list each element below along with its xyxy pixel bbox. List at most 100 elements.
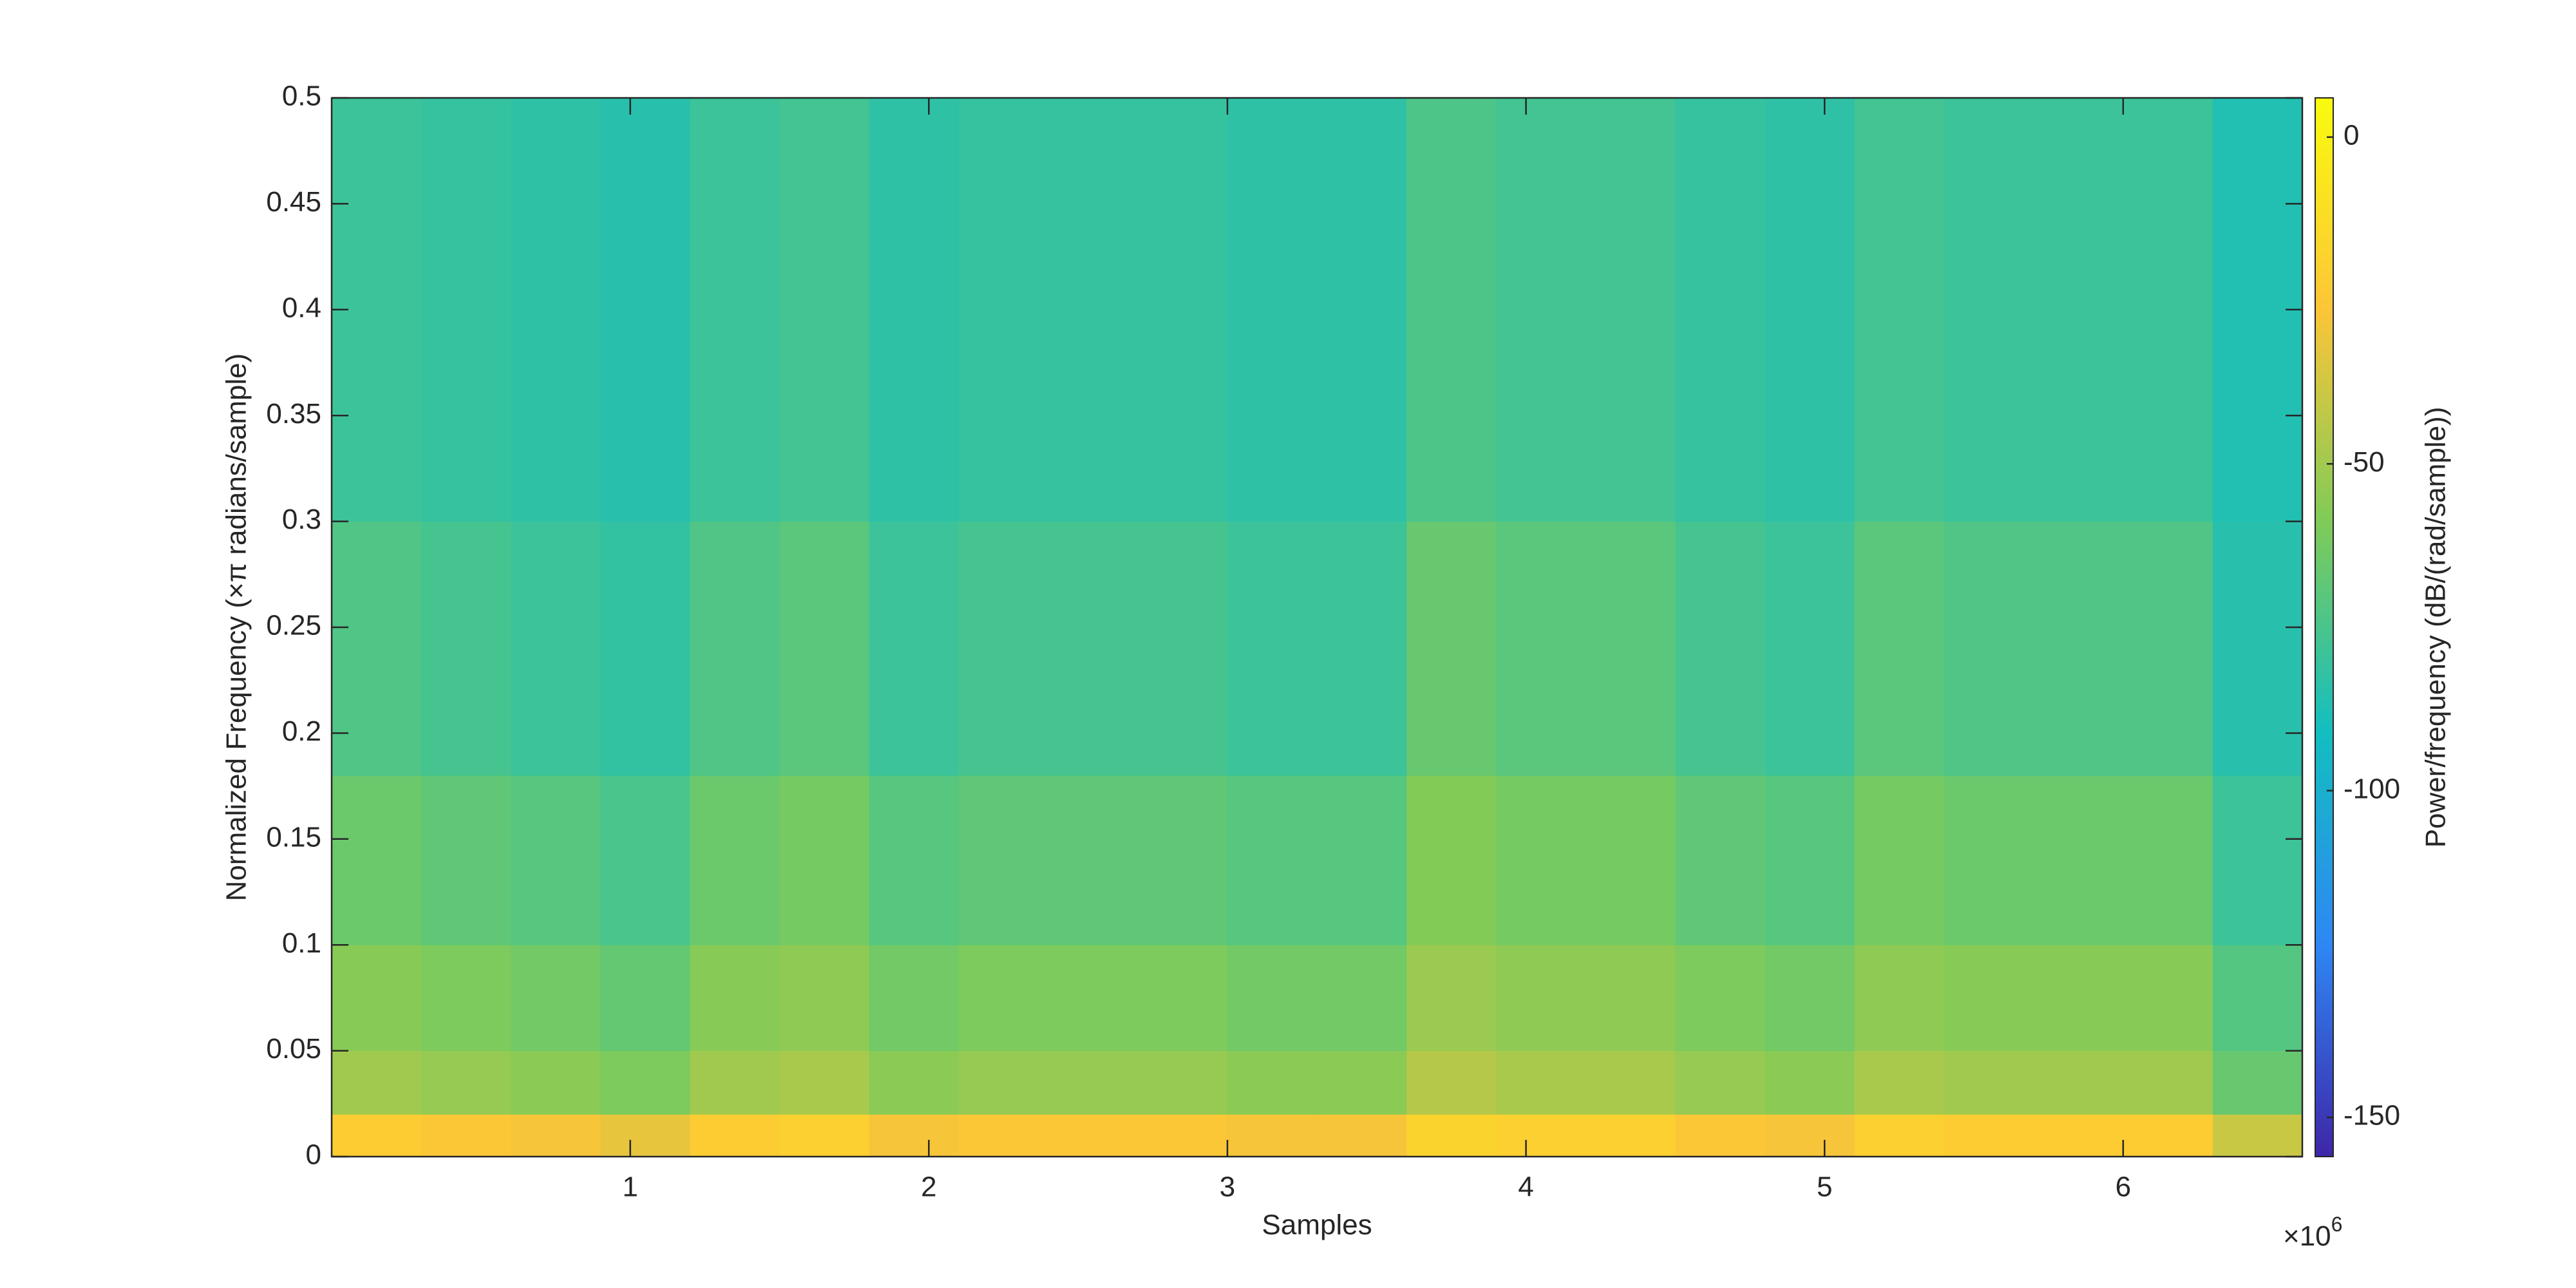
- spectrogram-cell: [1227, 945, 1318, 1052]
- spectrogram-cell: [1317, 775, 1407, 945]
- y-axis-label: Normalized Frequency (×π radians/sample): [221, 354, 252, 902]
- spectrogram-cell: [869, 775, 960, 945]
- spectrogram-cell: [1496, 945, 1586, 1052]
- spectrogram-cell: [1944, 1050, 2034, 1115]
- spectrogram-cell: [690, 1114, 780, 1157]
- spectrogram-cell: [421, 775, 511, 945]
- spectrogram-cell: [1944, 98, 2034, 522]
- spectrogram-cell: [1048, 521, 1139, 776]
- y-tick-label: 0.5: [282, 80, 321, 112]
- y-tick-label: 0: [306, 1139, 321, 1171]
- spectrogram-cell: [1854, 521, 1945, 776]
- spectrogram-cell: [1944, 945, 2034, 1052]
- colorbar-tick-label: -100: [2344, 773, 2400, 804]
- spectrogram-cell: [1137, 945, 1228, 1052]
- spectrogram-cell: [2212, 775, 2303, 945]
- spectrogram-cell: [1854, 945, 1945, 1052]
- spectrogram-cell: [1586, 1050, 1676, 1115]
- spectrogram-cell: [869, 98, 960, 522]
- spectrogram-cell: [1944, 1114, 2034, 1157]
- spectrogram-cell: [511, 521, 601, 776]
- spectrogram-cell: [690, 945, 780, 1052]
- spectrogram-cell: [1586, 1114, 1676, 1157]
- spectrogram-cell: [1406, 945, 1497, 1052]
- y-tick-label: 0.25: [266, 610, 321, 641]
- spectrogram-cell: [779, 521, 870, 776]
- spectrogram-cell: [1496, 98, 1586, 522]
- spectrogram-cell: [2033, 98, 2124, 522]
- spectrogram-cell: [1406, 521, 1497, 776]
- spectrogram-cell: [511, 98, 601, 522]
- spectrogram-cell: [1586, 521, 1676, 776]
- spectrogram-cell: [1227, 775, 1318, 945]
- spectrogram-cell: [869, 945, 960, 1052]
- spectrogram-cell: [1317, 98, 1407, 522]
- spectrogram-cell: [1406, 775, 1497, 945]
- spectrogram-cell: [2123, 945, 2213, 1052]
- spectrogram-cell: [1137, 98, 1228, 522]
- spectrogram-cell: [1496, 1114, 1586, 1157]
- spectrogram-cell: [1048, 1114, 1139, 1157]
- spectrogram-cell: [1944, 521, 2034, 776]
- spectrogram-cell: [1496, 1050, 1586, 1115]
- spectrogram-cell: [1317, 521, 1407, 776]
- spectrogram-cell: [1765, 521, 1855, 776]
- spectrogram-cell: [332, 1114, 422, 1157]
- spectrogram-cell: [1854, 98, 1945, 522]
- spectrogram-cell: [2033, 775, 2124, 945]
- spectrogram-cell: [1765, 1050, 1855, 1115]
- spectrogram-cell: [1496, 521, 1586, 776]
- x-tick-label: 2: [921, 1171, 936, 1203]
- spectrogram-cell: [958, 945, 1049, 1052]
- spectrogram-cell: [600, 98, 690, 522]
- spectrogram-cell: [1675, 521, 1765, 776]
- spectrogram-cell: [421, 1050, 511, 1115]
- spectrogram-cell: [1406, 1114, 1497, 1157]
- spectrogram-cell: [1496, 775, 1586, 945]
- spectrogram-cell: [1048, 98, 1139, 522]
- y-tick-label: 0.15: [266, 821, 321, 853]
- spectrogram-cell: [1137, 1050, 1228, 1115]
- spectrogram-cell: [600, 1050, 690, 1115]
- spectrogram-cell: [2033, 1114, 2124, 1157]
- colorbar: [2315, 97, 2334, 1157]
- spectrogram-cell: [2033, 1050, 2124, 1115]
- spectrogram-cell: [779, 1050, 870, 1115]
- x-axis-label: Samples: [1262, 1209, 1372, 1241]
- spectrogram-cell: [1586, 775, 1676, 945]
- spectrogram-cell: [511, 1050, 601, 1115]
- spectrogram-cell: [2123, 521, 2213, 776]
- spectrogram-cell: [1227, 1114, 1318, 1157]
- colorbar-tick-label: 0: [2344, 120, 2359, 151]
- spectrogram-cell: [511, 945, 601, 1052]
- spectrogram-cell: [690, 98, 780, 522]
- spectrogram-cell: [1048, 775, 1139, 945]
- spectrogram-cell: [1586, 98, 1676, 522]
- spectrogram-cell: [421, 1114, 511, 1157]
- spectrogram-cell: [1048, 1050, 1139, 1115]
- spectrogram-cell: [958, 1114, 1049, 1157]
- spectrogram-cell: [958, 521, 1049, 776]
- x-tick-label: 3: [1220, 1171, 1235, 1203]
- spectrogram-cell: [1048, 945, 1139, 1052]
- spectrogram-cell: [1675, 775, 1765, 945]
- spectrogram-cell: [2033, 945, 2124, 1052]
- spectrogram-cell: [1227, 98, 1318, 522]
- spectrogram-cell: [1765, 98, 1855, 522]
- y-tick-label: 0.05: [266, 1033, 321, 1065]
- spectrogram-cell: [1317, 1114, 1407, 1157]
- spectrogram-cell: [1317, 945, 1407, 1052]
- x-tick-label: 1: [622, 1171, 638, 1203]
- spectrogram-cell: [332, 521, 422, 776]
- spectrogram-cell: [1137, 775, 1228, 945]
- y-tick-label: 0.45: [266, 186, 321, 218]
- x-multiplier-exponent: 6: [2331, 1213, 2343, 1236]
- spectrogram-cell: [600, 945, 690, 1052]
- colorbar-label: Power/frequency (dB/(rad/sample)): [2420, 407, 2452, 848]
- spectrogram-cell: [1944, 775, 2034, 945]
- y-tick-label: 0.1: [282, 927, 321, 959]
- y-tick-label: 0.35: [266, 398, 321, 430]
- x-tick-label: 5: [1817, 1171, 1832, 1203]
- x-tick-label: 6: [2116, 1171, 2131, 1203]
- colorbar-tick-label: -50: [2344, 446, 2385, 478]
